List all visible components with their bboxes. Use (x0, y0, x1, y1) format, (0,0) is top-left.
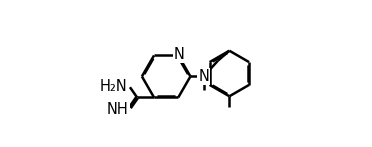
Text: NH: NH (107, 102, 128, 117)
Text: N: N (198, 69, 209, 84)
Text: H₂N: H₂N (100, 79, 127, 94)
Text: N: N (174, 47, 185, 62)
